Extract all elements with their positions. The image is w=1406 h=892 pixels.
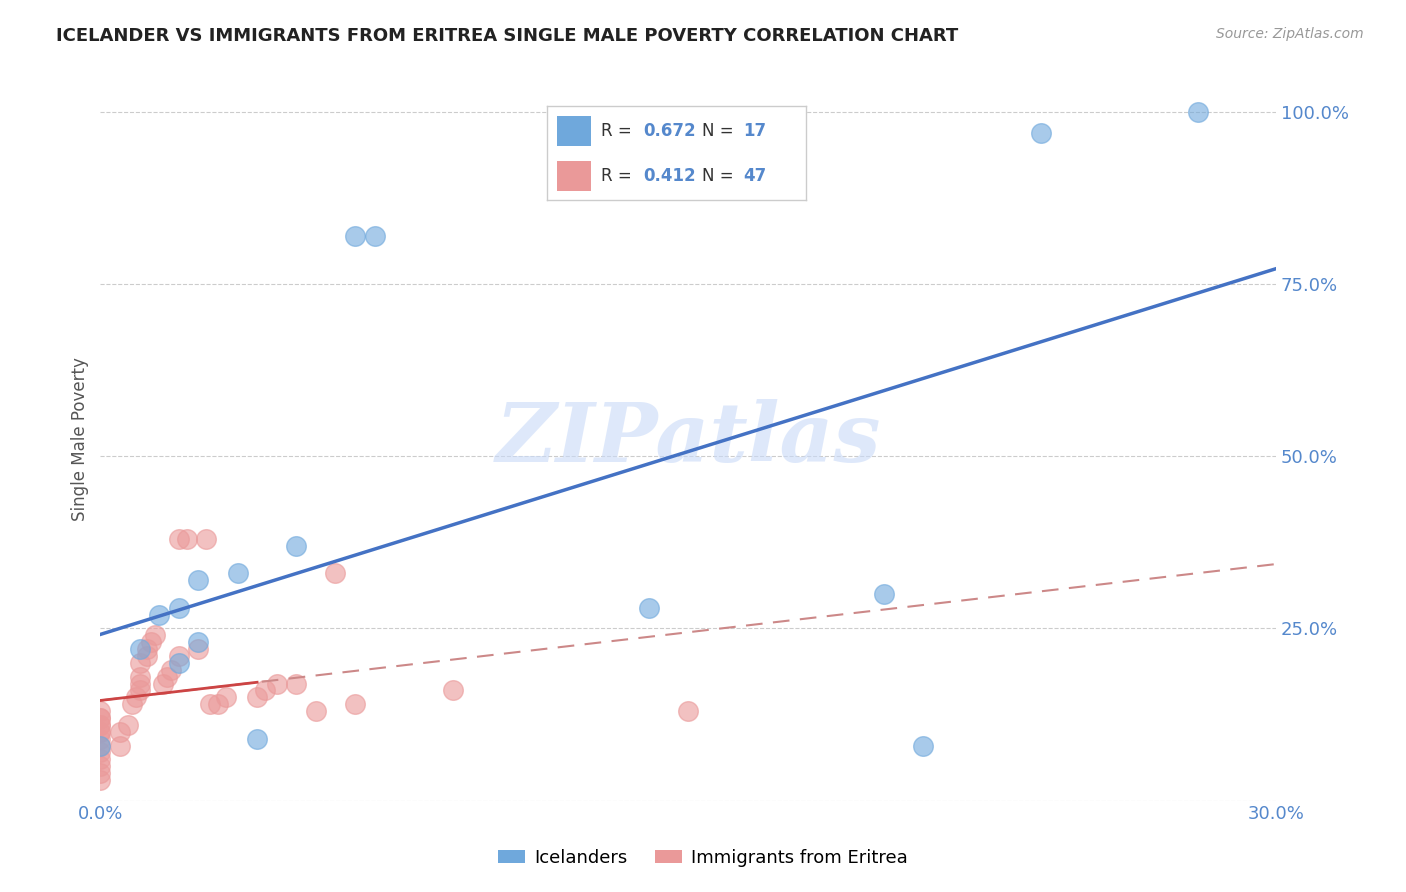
Point <box>89 739 111 753</box>
Point <box>325 566 347 581</box>
Point <box>1029 126 1052 140</box>
Point <box>136 642 159 657</box>
Point <box>143 628 166 642</box>
Point <box>285 539 308 553</box>
Point <box>89 718 111 732</box>
Point <box>136 648 159 663</box>
Point <box>108 724 131 739</box>
Point <box>124 690 146 705</box>
Point <box>156 670 179 684</box>
Point <box>198 697 221 711</box>
Point <box>187 642 209 657</box>
Point <box>152 676 174 690</box>
Point <box>167 600 190 615</box>
Text: ICELANDER VS IMMIGRANTS FROM ERITREA SINGLE MALE POVERTY CORRELATION CHART: ICELANDER VS IMMIGRANTS FROM ERITREA SIN… <box>56 27 959 45</box>
Point <box>344 228 367 243</box>
Point <box>195 532 218 546</box>
Point <box>912 739 935 753</box>
Point <box>226 566 249 581</box>
Point <box>1187 104 1209 119</box>
Point <box>128 670 150 684</box>
Point <box>160 663 183 677</box>
Point <box>128 642 150 657</box>
Point <box>89 711 111 725</box>
Point <box>873 587 896 601</box>
Point <box>128 683 150 698</box>
Point <box>638 600 661 615</box>
Point <box>187 635 209 649</box>
Point <box>167 656 190 670</box>
Point <box>285 676 308 690</box>
Point <box>441 683 464 698</box>
Point <box>363 228 385 243</box>
Point <box>246 731 269 746</box>
Point <box>176 532 198 546</box>
Point <box>117 718 139 732</box>
Point <box>89 724 111 739</box>
Point <box>89 759 111 773</box>
Point <box>89 704 111 718</box>
Point <box>246 690 269 705</box>
Point <box>187 573 209 587</box>
Legend: Icelanders, Immigrants from Eritrea: Icelanders, Immigrants from Eritrea <box>491 842 915 874</box>
Point <box>89 739 111 753</box>
Point <box>167 648 190 663</box>
Point <box>215 690 238 705</box>
Text: Source: ZipAtlas.com: Source: ZipAtlas.com <box>1216 27 1364 41</box>
Text: ZIPatlas: ZIPatlas <box>495 399 882 479</box>
Point <box>121 697 143 711</box>
Point <box>305 704 328 718</box>
Point <box>89 724 111 739</box>
Point <box>167 532 190 546</box>
Point <box>89 772 111 787</box>
Y-axis label: Single Male Poverty: Single Male Poverty <box>72 357 89 521</box>
Point <box>344 697 367 711</box>
Point <box>89 718 111 732</box>
Point <box>207 697 229 711</box>
Point <box>253 683 276 698</box>
Point <box>148 607 170 622</box>
Point <box>89 711 111 725</box>
Point <box>89 746 111 760</box>
Point <box>676 704 699 718</box>
Point <box>89 766 111 780</box>
Point <box>266 676 288 690</box>
Point <box>89 731 111 746</box>
Point <box>128 676 150 690</box>
Point <box>128 656 150 670</box>
Point <box>108 739 131 753</box>
Point <box>141 635 163 649</box>
Point <box>89 752 111 766</box>
